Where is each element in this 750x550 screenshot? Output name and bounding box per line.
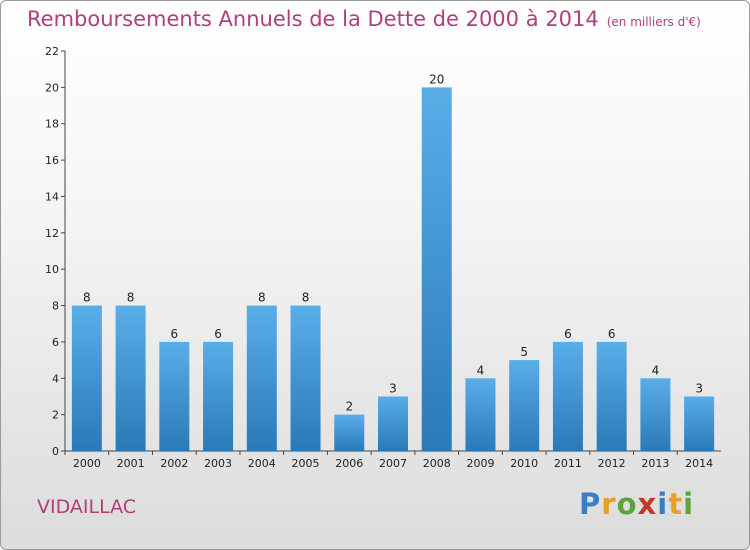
bar bbox=[509, 360, 540, 451]
x-tick-label: 2001 bbox=[117, 457, 145, 470]
y-tick-label: 10 bbox=[45, 263, 59, 276]
x-tick-label: 2010 bbox=[510, 457, 538, 470]
x-tick-label: 2011 bbox=[554, 457, 582, 470]
data-label: 6 bbox=[171, 327, 179, 341]
axes: 0 2 4 6 8 10 12 14 16 18 20 22 2000 2001 2002 2003 2004 2… bbox=[45, 45, 721, 470]
labels: 8 8 6 6 8 8 2 3 20 4 5 6 6 4 3 bbox=[83, 72, 703, 413]
y-tick-label: 4 bbox=[52, 372, 59, 385]
x-tick-label: 2012 bbox=[598, 457, 626, 470]
bar bbox=[684, 396, 715, 451]
data-label: 8 bbox=[302, 291, 310, 305]
bar bbox=[334, 414, 365, 451]
data-label: 8 bbox=[258, 291, 266, 305]
data-label: 3 bbox=[695, 381, 703, 395]
chart-title: Remboursements Annuels de la Dette de 20… bbox=[27, 7, 701, 31]
bar bbox=[290, 305, 321, 451]
bars bbox=[71, 87, 715, 451]
chart-title-text: Remboursements Annuels de la Dette de 20… bbox=[27, 7, 599, 31]
bar bbox=[465, 378, 496, 451]
data-label: 6 bbox=[564, 327, 572, 341]
bar bbox=[552, 341, 583, 451]
y-tick-label: 0 bbox=[52, 445, 59, 458]
x-tick-label: 2000 bbox=[73, 457, 101, 470]
y-tick-label: 18 bbox=[45, 118, 59, 131]
bar bbox=[421, 87, 452, 451]
y-tick-label: 6 bbox=[52, 336, 59, 349]
bar bbox=[71, 305, 102, 451]
x-tick-label: 2007 bbox=[379, 457, 407, 470]
y-tick-label: 8 bbox=[52, 300, 59, 313]
data-label: 6 bbox=[608, 327, 616, 341]
x-tick-label: 2008 bbox=[423, 457, 451, 470]
data-label: 6 bbox=[214, 327, 222, 341]
data-label: 3 bbox=[389, 381, 397, 395]
x-tick-label: 2003 bbox=[204, 457, 232, 470]
y-tick-label: 16 bbox=[45, 154, 59, 167]
x-tick-label: 2004 bbox=[248, 457, 276, 470]
x-tick-label: 2013 bbox=[641, 457, 669, 470]
bar bbox=[640, 378, 671, 451]
y-tick-label: 12 bbox=[45, 227, 59, 240]
place-name: VIDAILLAC bbox=[37, 496, 137, 518]
data-label: 4 bbox=[477, 363, 485, 377]
data-label: 8 bbox=[83, 291, 91, 305]
bar bbox=[246, 305, 277, 451]
x-tick-label: 2006 bbox=[335, 457, 363, 470]
x-tick-label: 2005 bbox=[292, 457, 320, 470]
y-tick-label: 22 bbox=[45, 45, 59, 58]
bar bbox=[596, 341, 627, 451]
x-tick-label: 2002 bbox=[160, 457, 188, 470]
chart-unit: (en milliers d'€) bbox=[606, 15, 701, 29]
y-tick-label: 2 bbox=[52, 409, 59, 422]
y-tick-label: 14 bbox=[45, 190, 59, 203]
data-label: 5 bbox=[520, 345, 528, 359]
proxiti-logo: Proxiti bbox=[579, 487, 695, 521]
data-label: 20 bbox=[429, 72, 444, 86]
x-tick-label: 2014 bbox=[685, 457, 713, 470]
data-label: 2 bbox=[345, 400, 353, 414]
data-label: 8 bbox=[127, 291, 135, 305]
bar bbox=[115, 305, 146, 451]
bar bbox=[378, 396, 408, 451]
y-tick-label: 20 bbox=[45, 81, 59, 94]
bar bbox=[159, 341, 190, 451]
x-tick-label: 2009 bbox=[466, 457, 494, 470]
data-label: 4 bbox=[652, 363, 660, 377]
bar bbox=[203, 341, 234, 451]
